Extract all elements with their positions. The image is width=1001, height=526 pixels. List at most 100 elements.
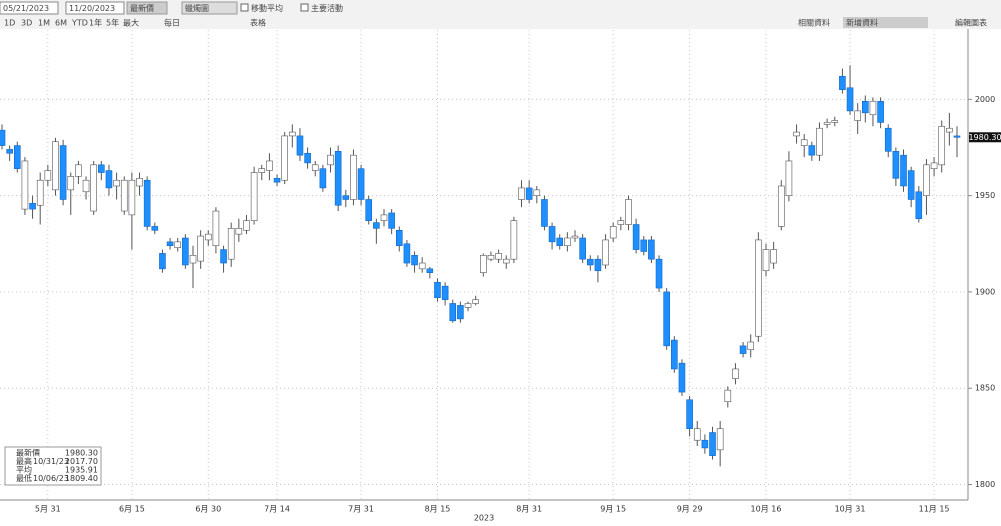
candle-body bbox=[36, 179, 44, 206]
candle-body bbox=[953, 135, 961, 138]
period[interactable]: 每日 bbox=[164, 18, 180, 28]
candle-body bbox=[564, 237, 571, 247]
add-data: 新增資料 bbox=[846, 18, 878, 28]
candle-body bbox=[510, 220, 518, 260]
x-tick-label: 9月 29 bbox=[677, 505, 703, 514]
x-tick-label: 8月 31 bbox=[516, 505, 542, 514]
y-tick-label: 1800 bbox=[975, 480, 995, 489]
legend-date: 10/31/23 bbox=[33, 457, 69, 466]
candle-body bbox=[907, 170, 915, 200]
candle-body bbox=[82, 179, 90, 193]
legend-label: 最高 bbox=[16, 456, 32, 466]
candle-body bbox=[13, 145, 21, 169]
candle-body bbox=[0, 129, 6, 146]
candle-body bbox=[395, 229, 403, 247]
legend-value: 1935.91 bbox=[65, 466, 98, 475]
range-button[interactable]: 3D bbox=[21, 19, 32, 28]
candle-body bbox=[648, 239, 655, 260]
candle-body bbox=[464, 303, 472, 308]
candle-body bbox=[930, 162, 938, 169]
range-button[interactable]: 1M bbox=[38, 19, 50, 28]
candle-body bbox=[747, 341, 755, 351]
candle-body bbox=[342, 195, 350, 200]
candle-body bbox=[380, 214, 388, 221]
candle-body bbox=[6, 149, 13, 154]
candle-body bbox=[854, 110, 861, 121]
candle-body bbox=[831, 120, 839, 123]
field-select[interactable] bbox=[126, 1, 168, 15]
candle-body bbox=[273, 177, 281, 183]
x-tick-label: 10月 31 bbox=[835, 505, 866, 514]
candle-body bbox=[877, 100, 884, 123]
edit[interactable]: 編輯圖表 bbox=[955, 18, 987, 28]
candle-body bbox=[90, 164, 97, 212]
candle-body bbox=[296, 135, 304, 156]
candle-body bbox=[472, 299, 479, 304]
range-button[interactable]: 最大 bbox=[123, 18, 139, 28]
range-button[interactable]: 1年 bbox=[89, 18, 102, 28]
candle-body bbox=[785, 160, 793, 196]
candle-body bbox=[892, 151, 900, 179]
range-button[interactable]: YTD bbox=[71, 19, 88, 28]
x-tick-label: 9月 15 bbox=[600, 505, 626, 514]
candle-body bbox=[533, 189, 541, 196]
candle-body bbox=[923, 164, 930, 196]
candle-body bbox=[946, 127, 953, 133]
candle-body bbox=[29, 203, 36, 210]
range-button[interactable]: 5年 bbox=[106, 18, 119, 28]
candle-body bbox=[571, 235, 579, 239]
y-tick-label: 1850 bbox=[975, 384, 995, 393]
candle-body bbox=[915, 191, 923, 220]
candle-body bbox=[418, 262, 426, 270]
start-date: 05/21/2023 bbox=[3, 4, 49, 13]
candle-body bbox=[21, 160, 29, 210]
checkbox[interactable] bbox=[300, 3, 309, 12]
candle-body bbox=[334, 151, 342, 206]
candle-body bbox=[143, 179, 151, 227]
candle-body bbox=[709, 432, 716, 456]
legend-value: 2017.70 bbox=[65, 457, 98, 466]
start-date-box[interactable] bbox=[0, 1, 59, 15]
related[interactable]: 相關資料 bbox=[798, 18, 830, 28]
candle-body bbox=[212, 210, 220, 247]
candle-body bbox=[197, 235, 204, 262]
y-tick-label: 1950 bbox=[975, 191, 995, 200]
candle-body bbox=[594, 258, 602, 272]
candle-body bbox=[220, 249, 227, 264]
candle-body bbox=[411, 255, 418, 266]
candle-body bbox=[67, 176, 75, 191]
table[interactable]: 表格 bbox=[250, 18, 266, 28]
candle-body bbox=[640, 239, 648, 252]
candle-body bbox=[862, 100, 869, 114]
candle-body bbox=[235, 228, 243, 235]
range-button[interactable]: 6M bbox=[55, 19, 67, 28]
candle-body bbox=[663, 291, 670, 347]
checkbox[interactable] bbox=[240, 3, 249, 12]
candle-body bbox=[541, 199, 548, 227]
candle-body bbox=[495, 253, 502, 260]
candle-body bbox=[59, 145, 67, 200]
candle-body bbox=[434, 281, 441, 299]
candle-body bbox=[755, 239, 762, 337]
candle-body bbox=[732, 368, 739, 379]
candle-body bbox=[189, 255, 197, 264]
candle-body bbox=[319, 168, 327, 189]
x-tick-label: 6月 30 bbox=[195, 505, 221, 514]
range-button[interactable]: 1D bbox=[4, 19, 15, 28]
end-date-box[interactable] bbox=[65, 1, 125, 15]
add-data-box[interactable] bbox=[843, 17, 928, 28]
candle-body bbox=[266, 160, 273, 171]
style-select[interactable] bbox=[181, 1, 238, 15]
last-price-label: 1980.30 bbox=[968, 133, 1001, 142]
x-tick-label: 6月 15 bbox=[119, 505, 145, 514]
moving-average: 移動平均 bbox=[251, 3, 283, 13]
candle-body bbox=[816, 127, 823, 156]
candle-body bbox=[839, 75, 846, 91]
candle-body bbox=[373, 222, 380, 229]
candle-body bbox=[227, 228, 235, 260]
candle-body bbox=[98, 164, 105, 173]
candle-body bbox=[671, 339, 678, 370]
candle-body bbox=[762, 249, 770, 272]
candle-body bbox=[365, 199, 373, 221]
candle-body bbox=[457, 305, 464, 320]
